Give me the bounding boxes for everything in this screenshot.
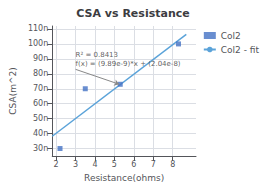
svg-text:80n: 80n bbox=[33, 69, 48, 78]
svg-text:Col2: Col2 bbox=[221, 31, 241, 41]
svg-text:2: 2 bbox=[54, 160, 59, 169]
svg-text:70n: 70n bbox=[33, 84, 48, 93]
svg-text:110n: 110n bbox=[28, 24, 48, 33]
svg-text:8: 8 bbox=[170, 160, 175, 169]
svg-text:3: 3 bbox=[73, 160, 78, 169]
svg-text:5: 5 bbox=[112, 160, 117, 169]
svg-text:90n: 90n bbox=[33, 54, 48, 63]
svg-text:CSA vs Resistance: CSA vs Resistance bbox=[76, 7, 189, 20]
svg-text:40n: 40n bbox=[33, 129, 48, 138]
svg-text:Resistance(ohms): Resistance(ohms) bbox=[84, 173, 164, 183]
svg-text:100n: 100n bbox=[28, 39, 48, 48]
svg-text:f(x) = (9.89e-9)*x + (2.04e-8): f(x) = (9.89e-9)*x + (2.04e-8) bbox=[76, 60, 181, 68]
svg-text:30n: 30n bbox=[33, 144, 48, 153]
svg-text:7: 7 bbox=[151, 160, 156, 169]
svg-text:4: 4 bbox=[92, 160, 97, 169]
svg-text:CSA(m^2): CSA(m^2) bbox=[8, 67, 18, 114]
svg-text:50n: 50n bbox=[33, 114, 48, 123]
svg-text:60n: 60n bbox=[33, 99, 48, 108]
svg-text:6: 6 bbox=[131, 160, 136, 169]
svg-text:Col2 - fit: Col2 - fit bbox=[221, 45, 260, 55]
svg-text:R² = 0.8413: R² = 0.8413 bbox=[76, 51, 118, 59]
